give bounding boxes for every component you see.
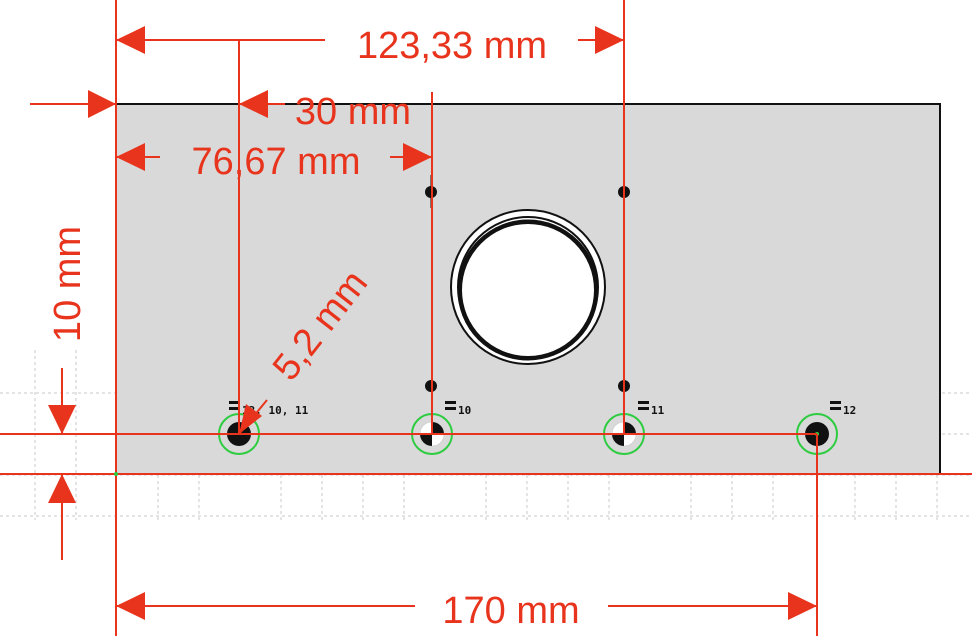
equal-constraint-icon (445, 401, 456, 410)
constraint-label-4: 12 (843, 404, 856, 417)
constraint-label-2: 10 (458, 404, 471, 417)
dimension-10mm[interactable]: 10 mm (47, 226, 89, 342)
equal-constraint-icon (229, 401, 240, 410)
dimension-76mm[interactable]: 76,67 mm (192, 141, 361, 183)
dimension-top-width[interactable]: 123,33 mm (357, 25, 547, 67)
dimension-30mm[interactable]: 30 mm (295, 91, 411, 133)
equal-constraint-icon (638, 401, 649, 410)
dimension-arrow-icon (48, 26, 817, 620)
constraint-label-3: 11 (651, 404, 665, 417)
sketch-origin (114, 472, 118, 476)
equal-constraint-icon (830, 401, 841, 410)
central-hole[interactable] (450, 209, 606, 365)
dimension-170mm[interactable]: 170 mm (442, 590, 579, 632)
